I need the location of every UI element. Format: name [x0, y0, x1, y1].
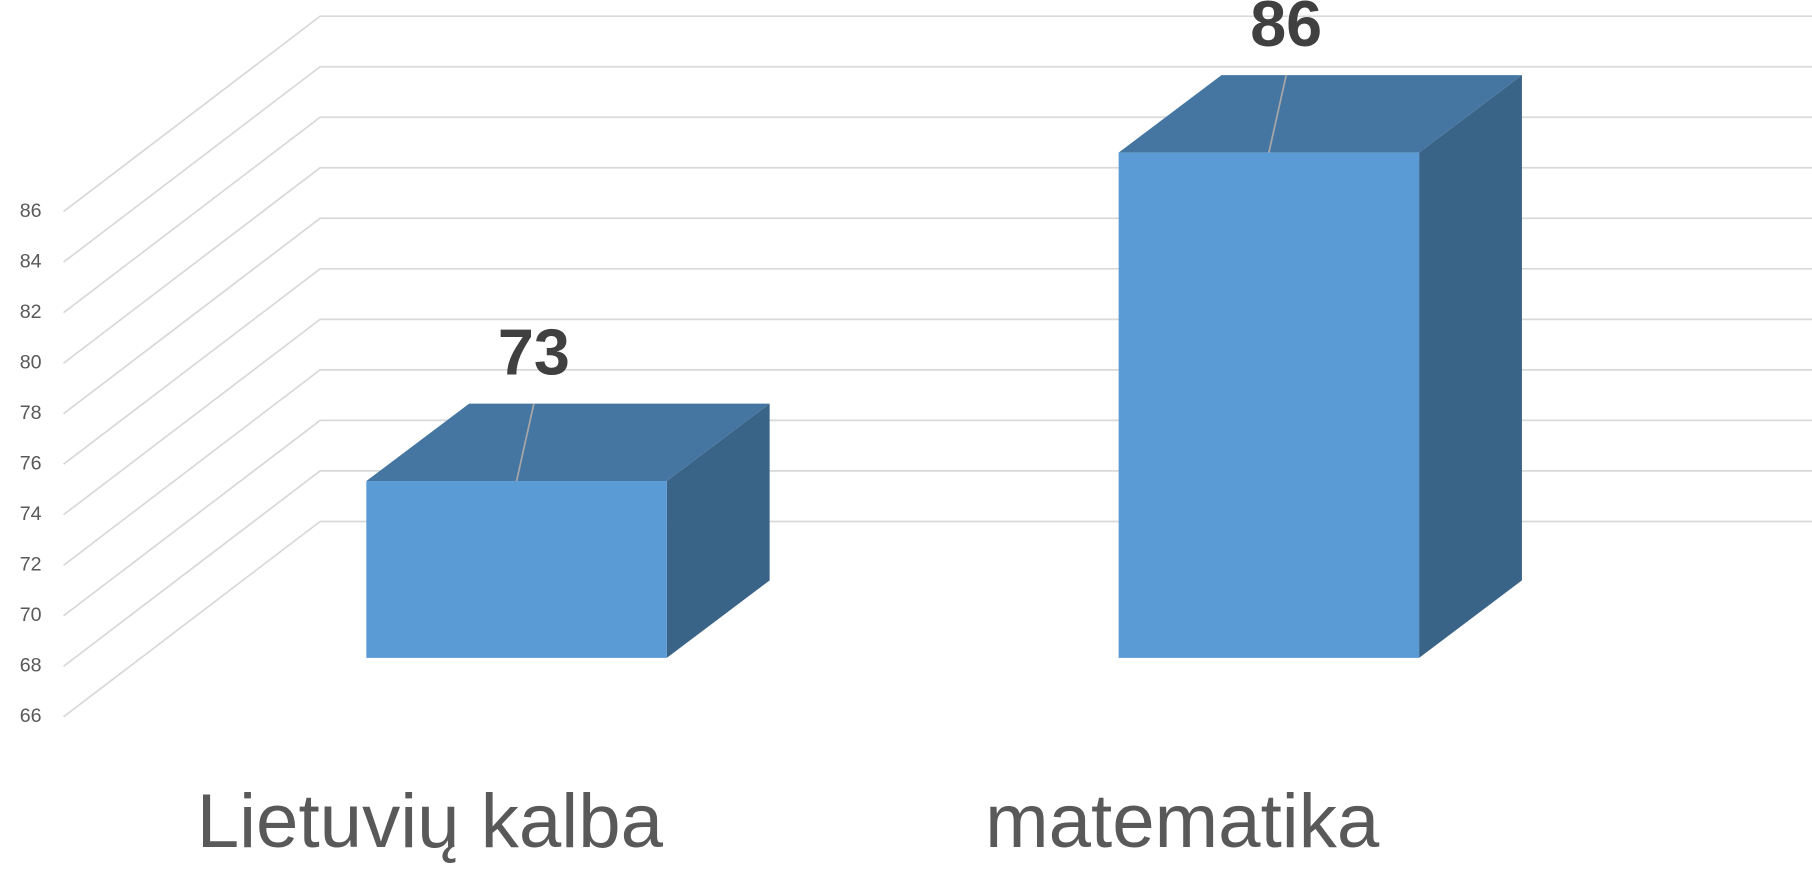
x-tick-label: matematika — [985, 779, 1380, 864]
grid-line — [63, 470, 1812, 668]
y-tick-label: 82 — [20, 301, 42, 323]
grid-line — [63, 166, 1812, 364]
y-tick-label: 84 — [20, 250, 42, 272]
x-tick-label: Lietuvių kalba — [197, 779, 664, 864]
bar-side — [666, 403, 770, 658]
bar — [366, 481, 667, 658]
grid-line — [63, 318, 1812, 516]
y-tick-label: 76 — [20, 452, 42, 474]
bar — [1118, 152, 1420, 658]
leader-line — [1268, 74, 1288, 153]
y-tick-label: 86 — [20, 200, 42, 222]
y-tick-label: 72 — [20, 553, 42, 575]
y-tick-label: 66 — [20, 705, 42, 727]
grid-line — [63, 65, 1812, 263]
data-label: 73 — [498, 315, 570, 388]
grid-line — [63, 369, 1812, 566]
y-tick-label: 68 — [20, 655, 42, 677]
bar-top — [366, 403, 770, 482]
grid-line — [63, 419, 1812, 617]
y-tick-label: 70 — [20, 604, 42, 626]
bar-top — [1118, 75, 1522, 153]
grid-line — [63, 217, 1812, 415]
bar-side — [1419, 75, 1522, 658]
y-tick-label: 74 — [20, 503, 42, 525]
y-tick-label: 80 — [20, 351, 42, 373]
data-label: 86 — [1250, 0, 1322, 60]
grid-line — [63, 116, 1812, 314]
y-tick-label: 78 — [20, 402, 42, 424]
grid-line — [63, 267, 1812, 465]
leader-line — [515, 403, 535, 482]
grid-line — [63, 15, 1812, 213]
grid-line — [63, 520, 1812, 718]
